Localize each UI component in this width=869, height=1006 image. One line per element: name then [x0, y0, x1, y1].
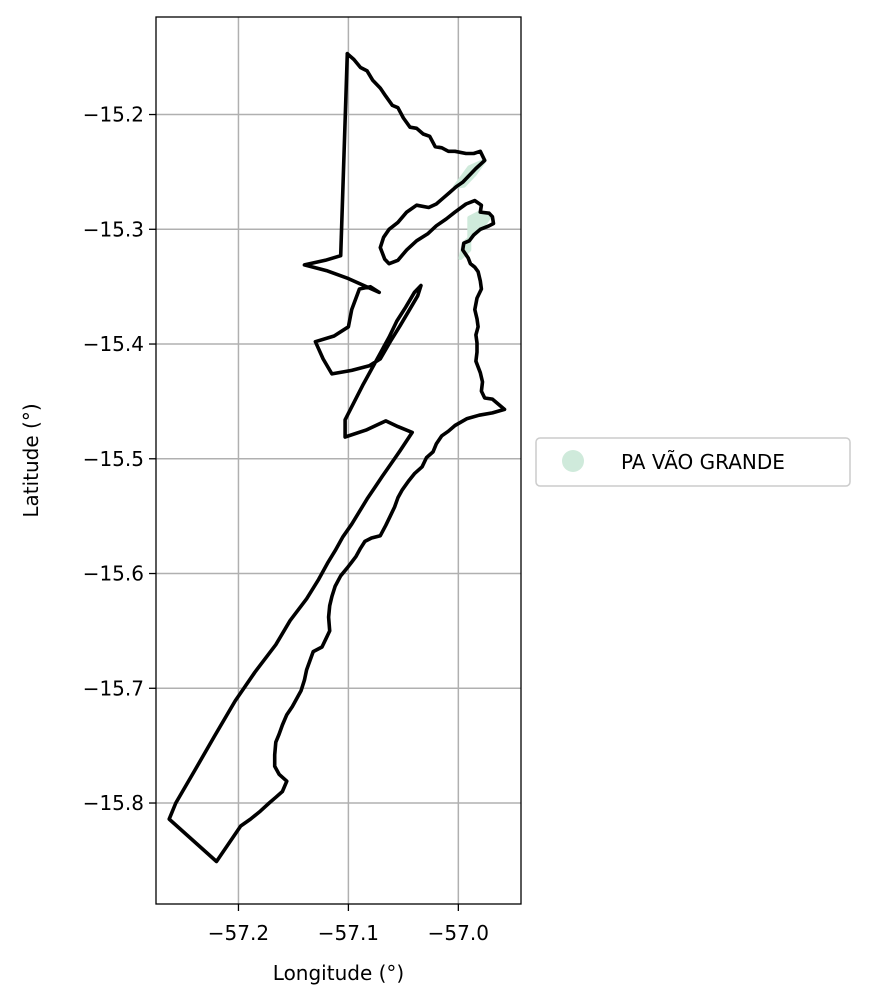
boundary-outline	[167, 51, 507, 864]
y-tick-label: −15.6	[83, 562, 144, 586]
x-axis-label: Longitude (°)	[273, 961, 404, 985]
y-tick-label: −15.5	[83, 447, 144, 471]
x-tick-label: −57.0	[428, 921, 489, 945]
y-tick-label: −15.3	[83, 217, 144, 241]
x-axis-ticks: −57.2 −57.1 −57.0	[208, 904, 489, 945]
y-tick-label: −15.7	[83, 676, 144, 700]
x-tick-label: −57.2	[208, 921, 269, 945]
plot-frame	[155, 16, 522, 905]
legend-marker	[562, 450, 584, 472]
y-tick-label: −15.2	[83, 103, 144, 127]
x-tick-label: −57.1	[318, 921, 379, 945]
legend: PA VÃO GRANDE	[535, 437, 851, 487]
grid	[156, 17, 521, 904]
y-tick-label: −15.8	[83, 791, 144, 815]
y-tick-label: −15.4	[83, 332, 144, 356]
y-axis-ticks: −15.2 −15.3 −15.4 −15.5 −15.6 −15.7 −15.8	[83, 103, 156, 815]
y-axis-label: Latitude (°)	[19, 403, 43, 517]
boundary-path	[167, 51, 507, 864]
legend-label: PA VÃO GRANDE	[621, 450, 785, 474]
legend-box	[535, 437, 851, 487]
